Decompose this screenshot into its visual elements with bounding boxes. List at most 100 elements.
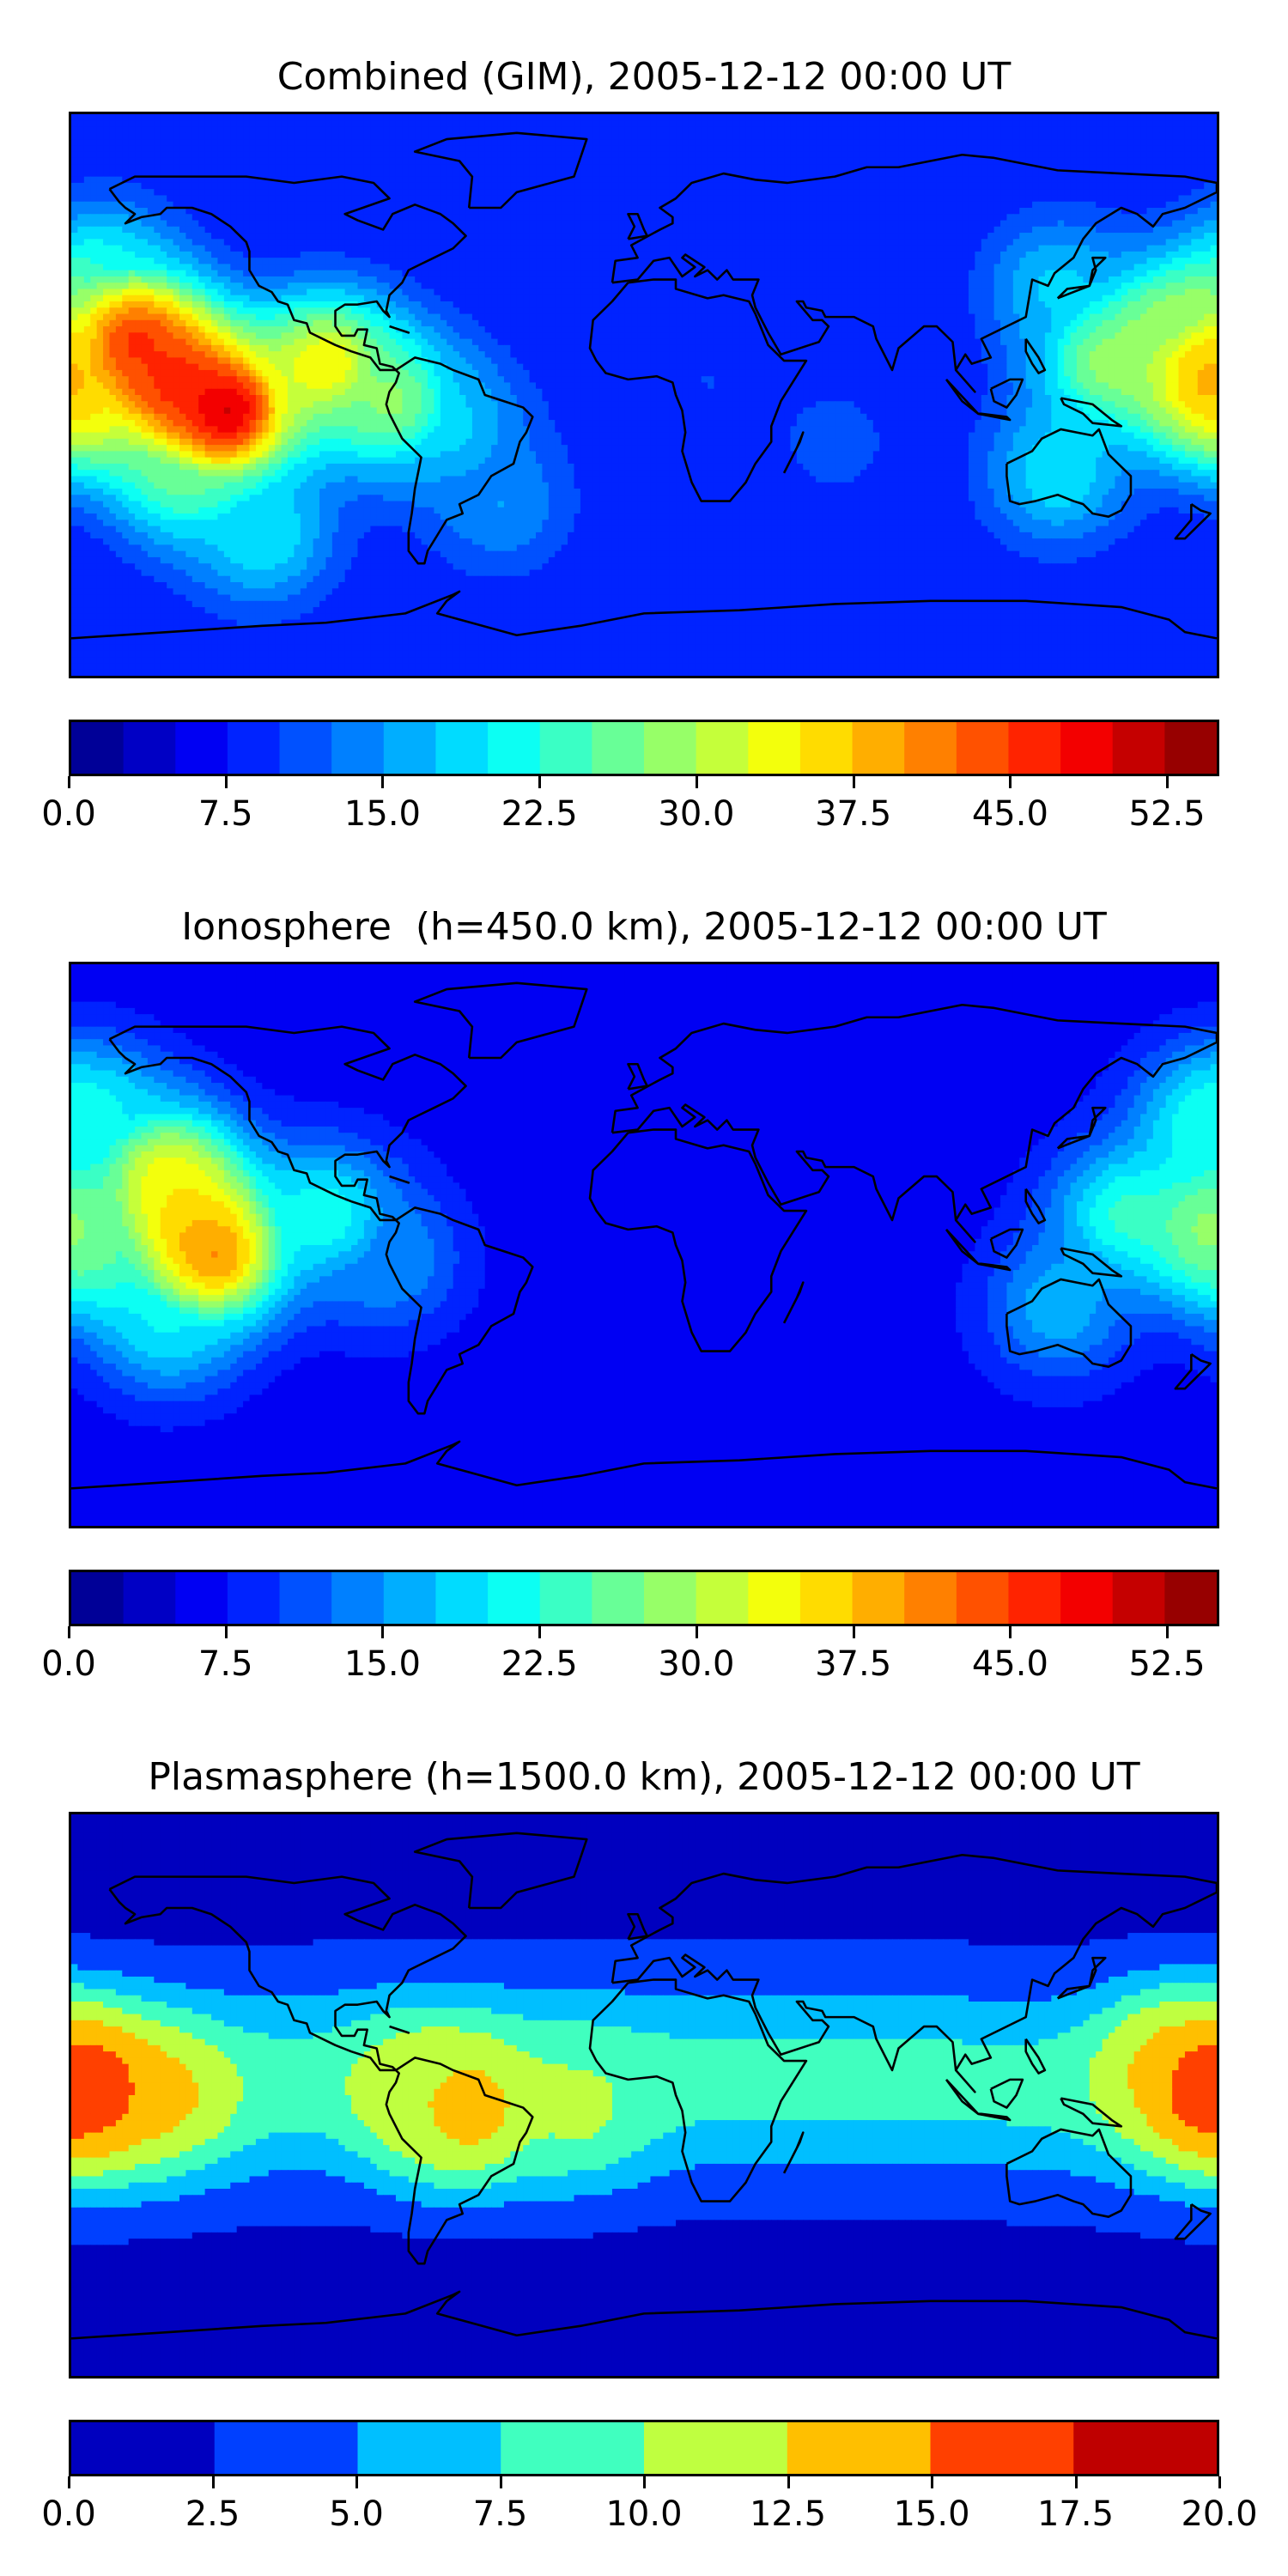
heatmap-cell: [1096, 264, 1103, 271]
heatmap-cell: [848, 157, 855, 165]
heatmap-cell: [561, 258, 568, 264]
heatmap-cell: [223, 182, 231, 190]
heatmap-cell: [128, 151, 136, 159]
heatmap-cell: [376, 276, 384, 283]
heatmap-cell: [1127, 151, 1135, 159]
heatmap-cell: [898, 139, 906, 146]
heatmap-cell: [135, 264, 143, 271]
heatmap-cell: [141, 208, 149, 215]
heatmap-cell: [1140, 189, 1148, 197]
heatmap-cell: [930, 145, 938, 153]
heatmap-cell: [275, 270, 283, 277]
heatmap-cell: [1184, 270, 1192, 277]
heatmap-cell: [160, 164, 167, 171]
heatmap-cell: [1057, 151, 1065, 159]
heatmap-cell: [1146, 164, 1154, 171]
heatmap-cell: [1165, 276, 1173, 283]
heatmap-cell: [147, 139, 155, 146]
heatmap-cell: [128, 170, 136, 178]
heatmap-cell: [981, 132, 988, 140]
heatmap-cell: [453, 195, 460, 203]
heatmap-cell: [708, 182, 715, 190]
heatmap-cell: [732, 251, 740, 258]
heatmap-cell: [739, 270, 747, 277]
heatmap-cell: [109, 226, 117, 234]
heatmap-cell: [866, 208, 874, 215]
heatmap-cell: [1178, 176, 1186, 184]
heatmap-cell: [447, 151, 454, 159]
heatmap-cell: [497, 245, 505, 252]
heatmap-cell: [478, 239, 486, 246]
heatmap-cell: [828, 239, 835, 246]
heatmap-cell: [586, 114, 594, 121]
heatmap-cell: [281, 239, 289, 246]
heatmap-cell: [866, 182, 874, 190]
heatmap-cell: [803, 270, 811, 277]
heatmap-cell: [732, 264, 740, 271]
heatmap-cell: [484, 270, 492, 277]
heatmap-cell: [1096, 270, 1103, 277]
heatmap-cell: [592, 157, 600, 165]
heatmap-cell: [637, 264, 645, 271]
heatmap-cell: [370, 114, 378, 121]
heatmap-cell: [848, 258, 855, 264]
heatmap-cell: [300, 126, 307, 134]
heatmap-cell: [1115, 251, 1122, 258]
heatmap-cell: [548, 182, 556, 190]
heatmap-cell: [1184, 195, 1192, 203]
heatmap-cell: [1204, 220, 1212, 228]
heatmap-cell: [1121, 201, 1128, 209]
heatmap-cell: [1057, 239, 1065, 246]
heatmap-cell: [204, 120, 212, 128]
heatmap-cell: [987, 251, 995, 258]
heatmap-cell: [548, 208, 556, 215]
heatmap-cell: [739, 226, 747, 234]
heatmap-cell: [167, 264, 174, 271]
heatmap-cell: [936, 283, 944, 290]
heatmap-cell: [1102, 258, 1109, 264]
heatmap-cell: [764, 258, 772, 264]
heatmap-cell: [631, 226, 639, 234]
heatmap-cell: [599, 245, 607, 252]
heatmap-cell: [383, 233, 391, 240]
heatmap-cell: [848, 126, 855, 134]
heatmap-cell: [1006, 176, 1014, 184]
heatmap-cell: [351, 226, 359, 234]
heatmap-cell: [1152, 189, 1160, 197]
heatmap-cell: [173, 132, 180, 140]
heatmap-cell: [605, 120, 613, 128]
heatmap-cell: [828, 214, 835, 222]
heatmap-cell: [663, 132, 671, 140]
heatmap-cell: [1051, 233, 1059, 240]
heatmap-cell: [816, 126, 823, 134]
heatmap-cell: [784, 226, 792, 234]
heatmap-cell: [1184, 264, 1192, 271]
heatmap-cell: [1006, 276, 1014, 283]
heatmap-cell: [1159, 170, 1167, 178]
heatmap-cell: [536, 251, 544, 258]
heatmap-cell: [841, 276, 848, 283]
heatmap-cell: [109, 195, 117, 203]
heatmap-cell: [949, 120, 957, 128]
heatmap-cell: [822, 126, 829, 134]
heatmap-cell: [363, 132, 371, 140]
heatmap-cell: [758, 233, 766, 240]
heatmap-cell: [1165, 182, 1173, 190]
heatmap-cell: [714, 214, 721, 222]
heatmap-cell: [592, 208, 600, 215]
heatmap-cell: [281, 251, 289, 258]
heatmap-cell: [217, 151, 225, 159]
heatmap-cell: [268, 164, 276, 171]
heatmap-cell: [676, 283, 683, 290]
heatmap-cell: [860, 264, 867, 271]
heatmap-cell: [911, 195, 919, 203]
heatmap-cell: [421, 283, 428, 290]
heatmap-cell: [599, 164, 607, 171]
heatmap-cell: [135, 283, 143, 290]
heatmap-cell: [191, 226, 199, 234]
heatmap-cell: [1109, 270, 1116, 277]
heatmap-cell: [434, 239, 441, 246]
heatmap-cell: [701, 251, 708, 258]
heatmap-cell: [440, 170, 447, 178]
heatmap-cell: [491, 233, 499, 240]
